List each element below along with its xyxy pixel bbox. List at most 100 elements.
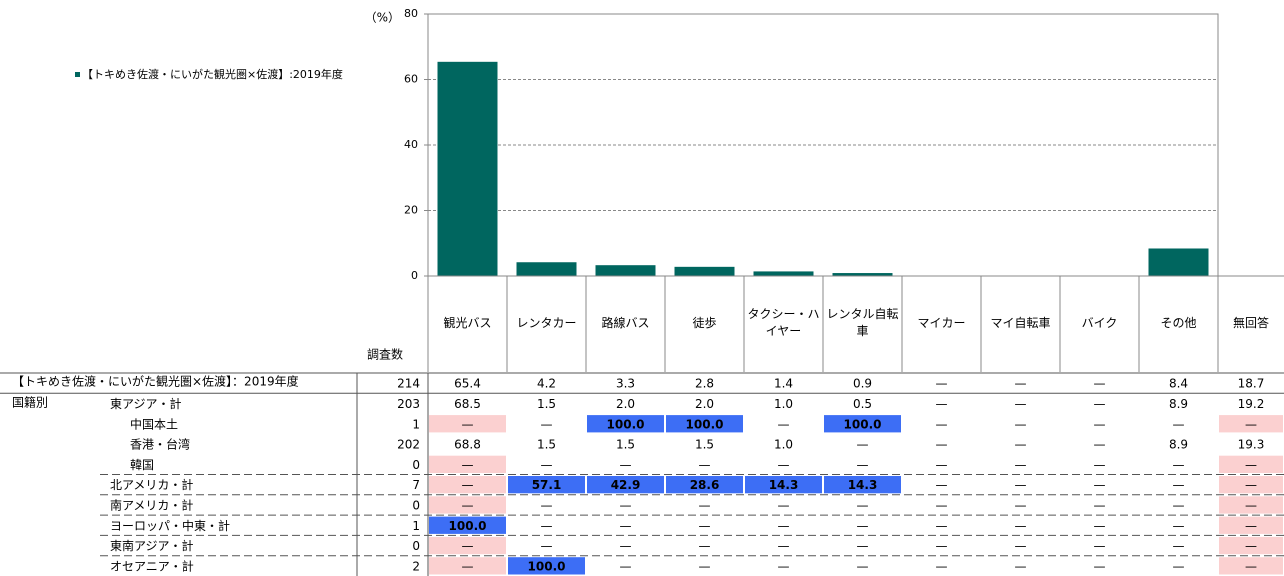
n-value: 202 (397, 438, 420, 452)
n-value: 214 (397, 377, 420, 391)
cell-value: — (1173, 478, 1185, 492)
cell-value: — (857, 498, 869, 512)
cell-value: — (1173, 519, 1185, 533)
cell-value: 57.1 (532, 478, 562, 492)
cell-value: — (1094, 519, 1106, 533)
cell-value: 14.3 (848, 478, 878, 492)
cell-value: — (857, 559, 869, 573)
cell-value: — (699, 519, 711, 533)
cell-value: — (936, 417, 948, 431)
cell-value: — (541, 498, 553, 512)
header-box: その他 (1160, 315, 1197, 330)
bar (595, 265, 656, 276)
cell-value: — (778, 458, 790, 472)
header-box: レンタカー (516, 315, 577, 330)
bar (674, 266, 735, 276)
cell-value: 100.0 (686, 417, 724, 431)
n-value: 1 (412, 519, 420, 533)
cell-bg (1219, 516, 1283, 534)
cell-value: 100.0 (607, 417, 645, 431)
row-sublabel: 香港・台湾 (130, 437, 190, 452)
cell-value: 42.9 (611, 478, 641, 492)
legend-swatch (75, 72, 80, 77)
n-value: 1 (412, 417, 420, 431)
cell-value: 4.2 (537, 377, 556, 391)
n-value: 2 (412, 559, 420, 573)
cell-value: — (1245, 458, 1257, 472)
cell-value: — (1015, 377, 1027, 391)
cell-value: — (936, 478, 948, 492)
cell-value: 68.8 (454, 438, 481, 452)
cell-value: — (1015, 498, 1027, 512)
cell-value: — (541, 539, 553, 553)
column-header: レンタル自転車 (826, 307, 899, 338)
column-header: 徒歩 (692, 315, 717, 330)
cell-value: 19.3 (1238, 438, 1265, 452)
n-header: 調査数 (367, 347, 403, 362)
cell-value: — (1245, 478, 1257, 492)
cell-value: — (778, 539, 790, 553)
cell-value: — (1094, 559, 1106, 573)
cell-value: — (699, 539, 711, 553)
cell-bg (1219, 496, 1283, 514)
cell-value: — (778, 417, 790, 431)
cell-value: — (1015, 478, 1027, 492)
cell-value: — (1173, 559, 1185, 573)
cell-value: — (1173, 417, 1185, 431)
cell-value: — (1015, 397, 1027, 411)
cell-value: 1.0 (774, 438, 793, 452)
cell-bg (1219, 557, 1283, 575)
cell-value: 65.4 (454, 377, 481, 391)
cell-value: — (620, 559, 632, 573)
cell-bg (429, 476, 506, 494)
cell-value: — (541, 519, 553, 533)
cell-bg (508, 476, 585, 494)
cell-value: — (1245, 559, 1257, 573)
column-header: その他 (1160, 315, 1197, 330)
n-value: 0 (412, 458, 420, 472)
cell-value: — (541, 417, 553, 431)
column-header: 無回答 (1232, 315, 1269, 330)
cell-value: 0.9 (853, 377, 872, 391)
cell-value: 1.4 (774, 377, 793, 391)
cell-bg (429, 536, 506, 555)
cell-value: — (936, 559, 948, 573)
cell-bg (587, 415, 664, 433)
header-box: マイ自転車 (990, 315, 1051, 330)
cell-bg (429, 455, 506, 473)
cell-value: 100.0 (528, 559, 566, 573)
cell-value: — (1173, 539, 1185, 553)
bar (516, 262, 577, 276)
row-label: 【トキめき佐渡・にいがた観光圏×佐渡】：2019年度 (12, 374, 299, 389)
legend-label: 【トキめき佐渡・にいがた観光圏×佐渡】:2019年度 (82, 67, 343, 81)
header-box: 無回答 (1232, 315, 1269, 330)
y-tick-label: 80 (404, 7, 418, 20)
column-header: マイ自転車 (990, 315, 1051, 330)
cell-value: — (936, 397, 948, 411)
y-tick-label: 60 (404, 73, 418, 86)
cell-value: — (1094, 417, 1106, 431)
cell-value: — (462, 559, 474, 573)
column-header: レンタカー (516, 315, 577, 330)
cell-value: — (778, 498, 790, 512)
cell-value: 68.5 (454, 397, 481, 411)
row-label: 東南アジア・計 (110, 538, 194, 553)
row-label: 東アジア・計 (110, 396, 182, 411)
row-label: 北アメリカ・計 (110, 477, 193, 492)
cell-bg (429, 415, 506, 433)
n-value: 7 (412, 478, 420, 492)
cell-value: — (1015, 519, 1027, 533)
cell-value: — (699, 559, 711, 573)
cell-bg (508, 557, 585, 575)
cell-value: — (1094, 438, 1106, 452)
header-box: 徒歩 (692, 315, 717, 330)
cell-bg (824, 415, 901, 433)
cell-value: — (936, 519, 948, 533)
cell-value: — (699, 498, 711, 512)
cell-bg (1219, 455, 1283, 473)
cell-value: 28.6 (690, 478, 720, 492)
cell-bg (429, 496, 506, 514)
group-label: 国籍別 (12, 395, 48, 410)
cell-value: — (1094, 397, 1106, 411)
